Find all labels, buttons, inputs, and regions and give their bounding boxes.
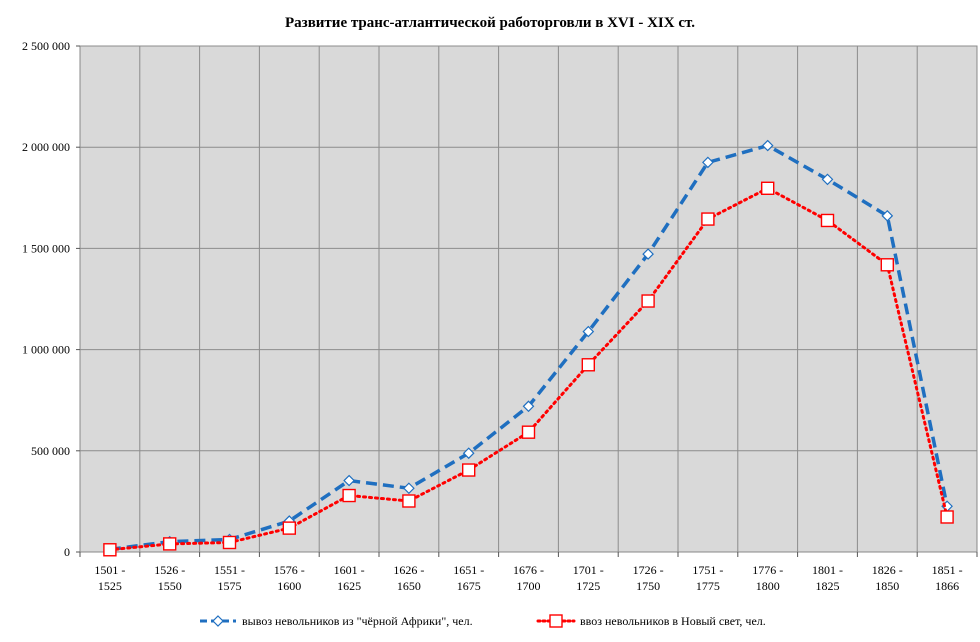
x-tick-label: 1726 - 1750 [633, 563, 664, 593]
x-tick-label: 1676 - 1700 [513, 563, 544, 593]
x-tick-label-line: 1825 [816, 579, 840, 593]
legend: вывоз невольников из "чёрной Африки", че… [200, 614, 766, 628]
legend-label: ввоз невольников в Новый свет, чел. [580, 614, 766, 628]
series-group [103, 139, 954, 557]
x-tick-label: 1801 - 1825 [812, 563, 843, 593]
x-tick-label: 1701 - 1725 [573, 563, 604, 593]
diamond-marker [642, 248, 654, 260]
x-tick-label-line: 1800 [756, 579, 780, 593]
x-tick-label: 1501 - 1525 [94, 563, 125, 593]
x-tick-label-line: 1776 - [752, 563, 783, 577]
square-marker [162, 537, 177, 551]
square-marker [820, 213, 835, 228]
plot-area [79, 45, 978, 553]
axes: 0 500 000 1 000 000 1 500 000 2 000 000 2 500… [22, 39, 978, 593]
x-tick-label-line: 1600 [277, 579, 301, 593]
x-tick-label-line: 1550 [158, 579, 182, 593]
x-tick-label: 1751 - 1775 [692, 563, 723, 593]
series-line [108, 186, 949, 552]
x-tick-label-line: 1650 [397, 579, 421, 593]
series-2 [103, 181, 954, 557]
x-tick-label-line: 1525 [98, 579, 122, 593]
diamond-marker [403, 482, 415, 495]
diamond-marker [702, 156, 714, 169]
x-tick-label-line: 1801 - [812, 563, 843, 577]
x-tick-label-line: 1826 - [872, 563, 903, 577]
diamond-marker [761, 139, 774, 152]
x-tick-label-line: 1775 [696, 579, 720, 593]
x-tick-label: 1626 - 1650 [393, 563, 424, 593]
x-tick-label: 1576 - 1600 [274, 563, 305, 593]
square-marker [462, 463, 476, 477]
x-tick-label-line: 1701 - [573, 563, 604, 577]
x-tick-label: 1651 - 1675 [453, 563, 484, 593]
x-tick-label-line: 1851 - [932, 563, 963, 577]
square-marker [581, 358, 595, 372]
y-tick-label: 500 000 [31, 444, 70, 458]
diamond-marker [582, 325, 595, 338]
y-tick-label: 1 500 000 [22, 241, 70, 255]
square-marker [940, 510, 954, 524]
diamond-marker [343, 474, 355, 487]
x-tick-label-line: 1676 - [513, 563, 544, 577]
x-tick-label: 1601 - 1625 [334, 563, 365, 593]
square-marker [761, 181, 775, 195]
x-tick-label-line: 1501 - [94, 563, 125, 577]
legend-item: ввоз невольников в Новый свет, чел. [536, 614, 766, 628]
x-tick-label-line: 1651 - [453, 563, 484, 577]
x-tick-label-line: 1575 [218, 579, 242, 593]
square-marker [701, 212, 715, 226]
square-marker [641, 294, 655, 308]
diamond-marker [522, 400, 535, 413]
square-marker [880, 258, 894, 272]
x-tick-label-line: 1850 [875, 579, 899, 593]
x-tick-label-line: 1625 [337, 579, 361, 593]
x-tick-label-line: 1601 - [334, 563, 365, 577]
x-tick-label-line: 1726 - [633, 563, 664, 577]
x-tick-label-line: 1700 [517, 579, 541, 593]
square-marker [342, 488, 356, 503]
x-tick-label: 1551 - 1575 [214, 563, 245, 593]
gridlines [80, 45, 977, 552]
x-tick-label: 1851 - 1866 [932, 563, 963, 593]
y-tick-label: 1 000 000 [22, 343, 70, 357]
legend-square-marker [549, 614, 563, 628]
x-tick-label-line: 1526 - [154, 563, 185, 577]
diamond-marker [821, 173, 834, 186]
square-marker [103, 543, 117, 557]
x-tick-label-line: 1551 - [214, 563, 245, 577]
x-tick-label: 1826 - 1850 [872, 563, 903, 593]
diamond-marker [881, 209, 894, 222]
square-marker [222, 535, 237, 550]
x-tick-label: 1526 - 1550 [154, 563, 185, 593]
y-tick-label: 2 000 000 [22, 140, 70, 154]
x-tick-label-line: 1626 - [393, 563, 424, 577]
x-tick-label-line: 1725 [576, 579, 600, 593]
y-tick-label: 2 500 000 [22, 39, 70, 53]
x-tick-label-line: 1866 [935, 579, 959, 593]
x-tick-label-line: 1576 - [274, 563, 305, 577]
x-tick-label-line: 1751 - [692, 563, 723, 577]
y-tick-label: 0 [64, 545, 70, 559]
legend-item: вывоз невольников из "чёрной Африки", че… [200, 614, 473, 628]
square-marker [282, 521, 296, 535]
square-marker [402, 494, 416, 508]
x-tick-label: 1776 - 1800 [752, 563, 783, 593]
chart-title: Развитие транс-атлантической работорговл… [285, 15, 695, 31]
x-tick-label-line: 1675 [457, 579, 481, 593]
square-marker [521, 425, 536, 439]
diamond-marker [462, 447, 475, 460]
legend-label: вывоз невольников из "чёрной Африки", че… [242, 614, 473, 628]
legend-diamond-marker [212, 615, 224, 627]
x-tick-label-line: 1750 [636, 579, 660, 593]
